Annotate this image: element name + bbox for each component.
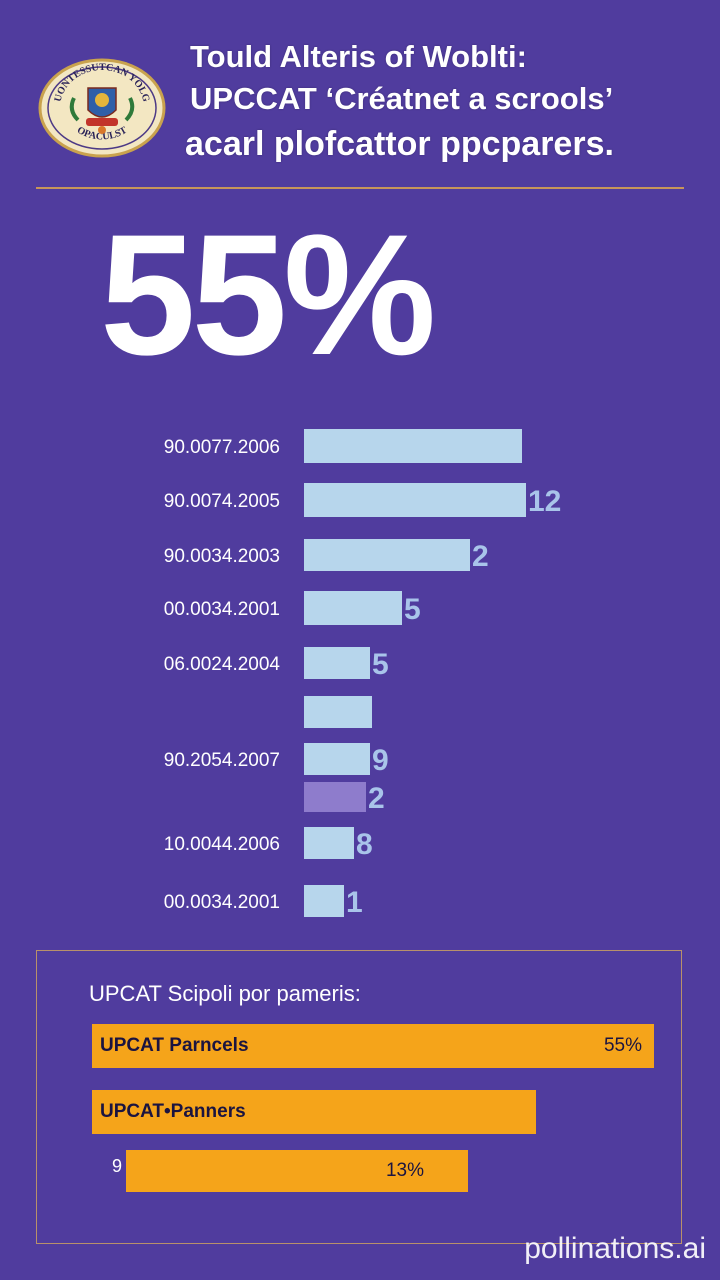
chart-value-label-7: 9 <box>372 744 389 777</box>
chart-value-label-8: 2 <box>368 782 385 815</box>
chart-value-label-3: 2 <box>472 540 489 573</box>
panel-bar-3: 13% <box>126 1150 468 1192</box>
panel-bar-1: UPCAT Parncels 55% <box>92 1024 654 1068</box>
chart-bar-1 <box>304 429 522 463</box>
chart-value-label-2: 12 <box>528 485 561 518</box>
panel-bar-1-value: 55% <box>603 1035 642 1056</box>
panel-small-mark: 9 <box>112 1156 123 1176</box>
chart-bar-2 <box>304 483 526 517</box>
chart-category-label-3: 90.0034.2003 <box>164 546 280 567</box>
chart-category-label-9: 10.0044.2006 <box>164 834 280 855</box>
university-seal: UONTESSUTCAN YOLG OPACULST <box>38 58 166 158</box>
chart-bar-6 <box>304 696 372 728</box>
title-line-1: Tould Alteris of Woblti: <box>190 39 527 74</box>
seal-crest-icon <box>69 87 135 134</box>
title-line-2: UPCCAT ‘Créatnet a scrools’ <box>190 81 614 116</box>
chart-value-label-9: 8 <box>356 828 373 861</box>
chart-bar-8 <box>304 782 366 812</box>
chart-category-label-2: 90.0074.2005 <box>164 491 280 512</box>
chart-category-label-5: 06.0024.2004 <box>164 654 281 675</box>
title-line-3: acarl plofcattor ppcparers. <box>185 125 614 163</box>
chart-bar-9 <box>304 827 354 859</box>
chart-category-label-1: 90.0077.2006 <box>164 437 280 458</box>
chart-bar-10 <box>304 885 344 917</box>
watermark: pollinations.ai <box>524 1232 706 1265</box>
chart-bar-7 <box>304 743 370 775</box>
summary-panel: UPCAT Scipoli por pameris: <box>36 950 682 1244</box>
panel-bar-3-value: 13% <box>385 1160 424 1181</box>
header-divider <box>36 187 684 189</box>
chart-category-label-4: 00.0034.2001 <box>164 599 280 620</box>
chart-category-label-7: 90.2054.2007 <box>164 750 280 771</box>
chart-value-label-10: 1 <box>346 886 363 919</box>
chart-value-label-4: 5 <box>404 593 421 626</box>
chart-category-label-10: 00.0034.2001 <box>164 892 280 913</box>
chart-bar-3 <box>304 539 470 571</box>
panel-bar-2-label: UPCAT•Panners <box>100 1101 246 1122</box>
panel-bar-2: UPCAT•Panners <box>92 1090 536 1134</box>
big-stat-percentage: 55% <box>100 199 436 391</box>
page-title: Tould Alteris of Woblti: UPCCAT ‘Créatne… <box>185 36 710 168</box>
panel-bar-1-label: UPCAT Parncels <box>100 1035 249 1056</box>
chart-bar-5 <box>304 647 370 679</box>
horizontal-bar-chart: 90.0077.2006 90.0074.2005 12 90.0034.2003 2 0… <box>0 410 720 930</box>
panel-heading: UPCAT Scipoli por pameris: <box>89 981 361 1006</box>
chart-value-label-5: 5 <box>372 648 389 681</box>
chart-bar-4 <box>304 591 402 625</box>
